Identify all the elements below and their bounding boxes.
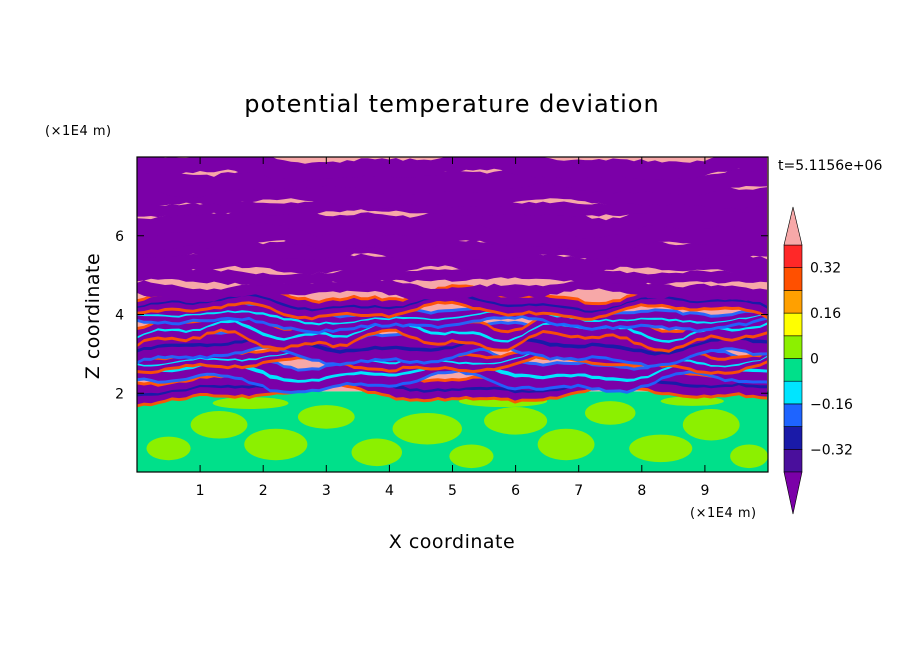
- field-patch: [682, 409, 740, 441]
- colorbar-swatch: [783, 358, 803, 382]
- field-patch: [629, 434, 693, 463]
- field-band: [137, 302, 767, 332]
- colorbar-lower-extend: [783, 471, 803, 515]
- field-band: [137, 287, 767, 318]
- x-tick-label: 7: [574, 483, 583, 499]
- x-tick-label: 5: [448, 483, 457, 499]
- x-tick-label: 9: [700, 483, 709, 499]
- colorbar-swatch: [783, 380, 803, 405]
- colorbar-tick-label: −0.16: [810, 397, 853, 413]
- field-patch: [351, 438, 403, 467]
- colorbar-swatch: [783, 267, 803, 291]
- colorbar-swatch: [783, 403, 803, 427]
- colorbar-upper-extend: [783, 206, 803, 246]
- field-patch: [484, 407, 548, 435]
- y-tick-label: 6: [115, 229, 124, 245]
- colorbar-tick-label: 0: [810, 352, 819, 368]
- colorbar-swatch: [783, 312, 803, 337]
- colorbar-swatch: [783, 426, 803, 450]
- field-patch: [449, 444, 494, 469]
- y-axis-unit: (×1E4 m): [45, 124, 112, 139]
- field-band: [137, 265, 767, 286]
- y-axis-label: Z coordinate: [82, 253, 104, 379]
- x-tick-label: 2: [259, 483, 268, 499]
- field-band: [137, 309, 767, 326]
- field-lower-patches: [146, 395, 768, 469]
- field-patch: [146, 436, 191, 461]
- x-tick-label: 6: [511, 483, 520, 499]
- plot-area: [137, 157, 768, 472]
- colorbar-tick-label: −0.32: [810, 442, 853, 458]
- x-axis-label: X coordinate: [389, 531, 515, 553]
- x-tick-label: 8: [637, 483, 646, 499]
- y-axis: 2 4 6: [115, 229, 768, 402]
- field-band: [137, 319, 767, 343]
- field-band: [137, 157, 767, 182]
- colorbar: 0.32 0.16 0 −0.16 −0.32: [783, 206, 853, 515]
- colorbar-swatch: [783, 448, 803, 473]
- colorbar-tick-label: 0.32: [810, 261, 841, 277]
- field-patch: [297, 405, 355, 429]
- field-band: [137, 358, 767, 383]
- time-label: t=5.1156e+06: [778, 158, 882, 174]
- field-band: [137, 293, 767, 313]
- field-patch: [730, 444, 768, 469]
- field-patch: [212, 397, 289, 409]
- x-axis: 1 2 3 4 5 6 7 8 9: [196, 157, 709, 499]
- field-patch: [585, 401, 636, 425]
- chart-title: potential temperature deviation: [244, 90, 659, 118]
- field-patch: [537, 428, 595, 461]
- colorbar-swatch: [783, 290, 803, 314]
- x-axis-unit: (×1E4 m): [690, 506, 757, 521]
- field-patch: [660, 396, 724, 406]
- colorbar-swatch: [783, 244, 803, 269]
- x-tick-label: 1: [196, 483, 205, 499]
- x-tick-label: 4: [385, 483, 394, 499]
- y-tick-label: 4: [115, 308, 124, 324]
- y-tick-label: 2: [115, 386, 124, 402]
- field-patch: [392, 412, 462, 445]
- x-tick-label: 3: [322, 483, 331, 499]
- colorbar-tick-label: 0.16: [810, 306, 841, 322]
- colorbar-swatch: [783, 335, 803, 359]
- field-patch: [244, 428, 308, 461]
- field-layers: [137, 157, 767, 408]
- field-patch: [190, 410, 248, 439]
